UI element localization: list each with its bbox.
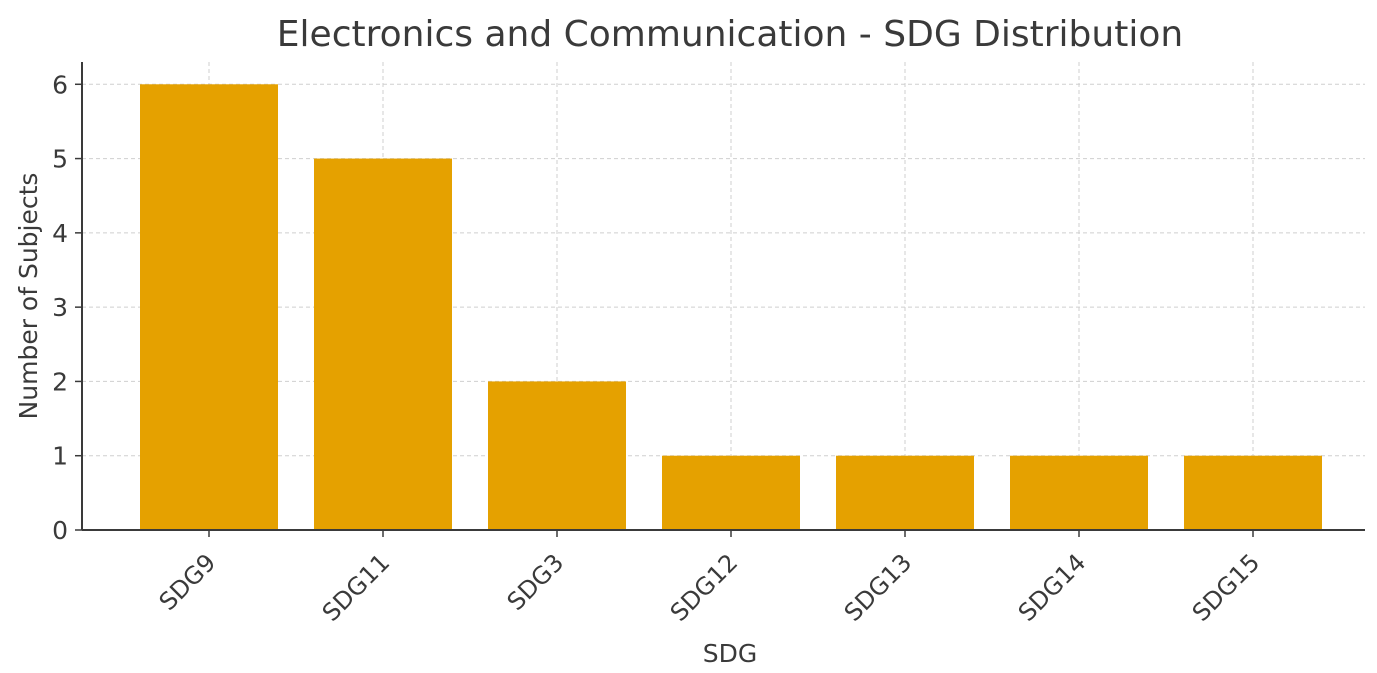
x-tick-label: SDG12 (665, 548, 743, 626)
bar-sdg11 (314, 158, 452, 531)
bar-sdg3 (488, 381, 626, 530)
y-tick-label: 1 (52, 442, 68, 471)
y-tick-label: 4 (52, 219, 68, 248)
x-tick-label: SDG13 (839, 548, 917, 626)
bar-sdg15 (1184, 455, 1322, 530)
x-tick-label: SDG15 (1187, 548, 1265, 626)
y-tick-label: 6 (52, 70, 68, 99)
bar-sdg9 (140, 84, 278, 531)
y-tick-label: 5 (52, 145, 68, 174)
x-tick-label: SDG9 (154, 548, 222, 616)
x-tick-label: SDG14 (1013, 548, 1091, 626)
y-tick-label: 3 (52, 293, 68, 322)
bar-sdg14 (1010, 455, 1148, 530)
x-axis-label: SDG (703, 639, 758, 668)
y-axis-label: Number of Subjects (14, 173, 43, 420)
x-tick-label: SDG3 (502, 548, 570, 616)
bar-sdg13 (836, 455, 974, 530)
x-tick-label: SDG11 (317, 548, 395, 626)
chart-title: Electronics and Communication - SDG Dist… (277, 14, 1183, 55)
bar-sdg12 (662, 455, 800, 530)
y-tick-label: 0 (52, 516, 68, 545)
axes-layer (81, 62, 1365, 531)
y-tick-label: 2 (52, 367, 68, 396)
bars-layer (140, 84, 1322, 531)
